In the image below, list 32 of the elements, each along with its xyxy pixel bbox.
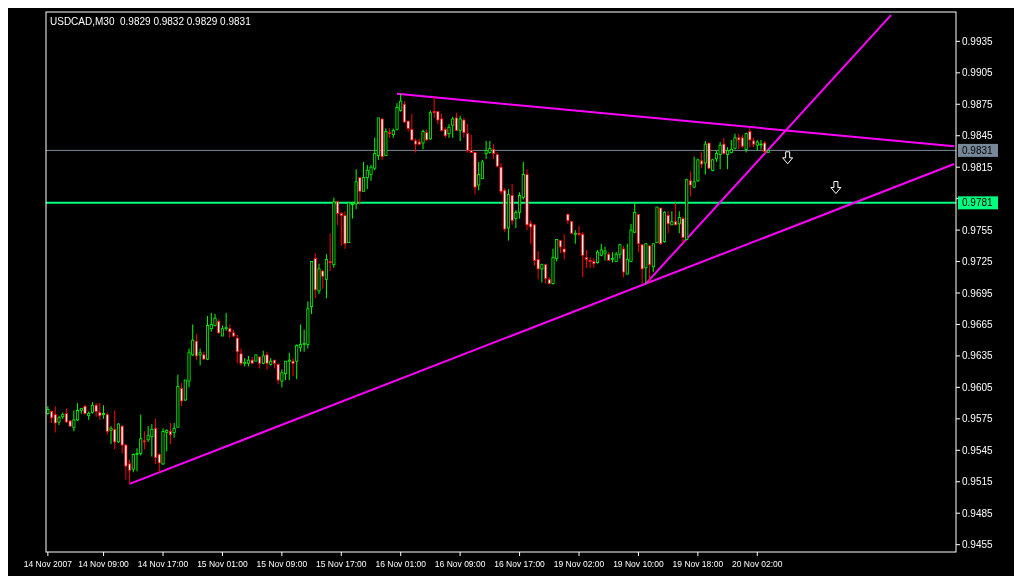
y-tick-label: 0.9515 bbox=[962, 476, 994, 488]
y-tick-label: 0.9665 bbox=[962, 318, 994, 330]
y-tick-label: 0.9485 bbox=[962, 507, 994, 519]
x-tick-label: 19 Nov 02:00 bbox=[553, 559, 605, 569]
y-tick-label: 0.9455 bbox=[962, 539, 994, 551]
y-tick-label: 0.9725 bbox=[962, 256, 994, 268]
x-tick-label: 14 Nov 2007 bbox=[23, 559, 73, 569]
ref-line-label: 0.9831 bbox=[962, 144, 994, 156]
y-tick-label: 0.9815 bbox=[962, 161, 994, 173]
ref-line-label: 0.9781 bbox=[962, 197, 994, 209]
x-tick-label: 16 Nov 17:00 bbox=[494, 559, 546, 569]
x-tick-label: 19 Nov 18:00 bbox=[672, 559, 724, 569]
x-tick-label: 19 Nov 10:00 bbox=[613, 559, 664, 569]
y-tick-label: 0.9845 bbox=[962, 130, 994, 142]
y-tick-label: 0.9695 bbox=[962, 287, 994, 299]
y-tick-label: 0.9905 bbox=[962, 67, 994, 79]
x-tick-label: 16 Nov 09:00 bbox=[434, 559, 486, 569]
y-tick-label: 0.9605 bbox=[962, 381, 994, 393]
x-tick-label: 16 Nov 01:00 bbox=[375, 559, 427, 569]
y-tick-label: 0.9545 bbox=[962, 444, 994, 456]
x-tick-label: 14 Nov 17:00 bbox=[137, 559, 189, 569]
y-tick-label: 0.9575 bbox=[962, 413, 994, 425]
y-tick-label: 0.9875 bbox=[962, 98, 994, 110]
chart-title: USDCAD,M30 0.9829 0.9832 0.9829 0.9831 bbox=[50, 16, 252, 27]
y-tick-label: 0.9755 bbox=[962, 224, 994, 236]
y-tick-label: 0.9935 bbox=[962, 35, 994, 47]
x-tick-label: 20 Nov 02:00 bbox=[732, 559, 783, 569]
y-tick-label: 0.9635 bbox=[962, 350, 994, 362]
x-tick-label: 15 Nov 01:00 bbox=[197, 559, 248, 569]
x-tick-label: 14 Nov 09:00 bbox=[78, 559, 130, 569]
x-tick-label: 15 Nov 09:00 bbox=[256, 559, 308, 569]
x-tick-label: 15 Nov 17:00 bbox=[316, 559, 367, 569]
